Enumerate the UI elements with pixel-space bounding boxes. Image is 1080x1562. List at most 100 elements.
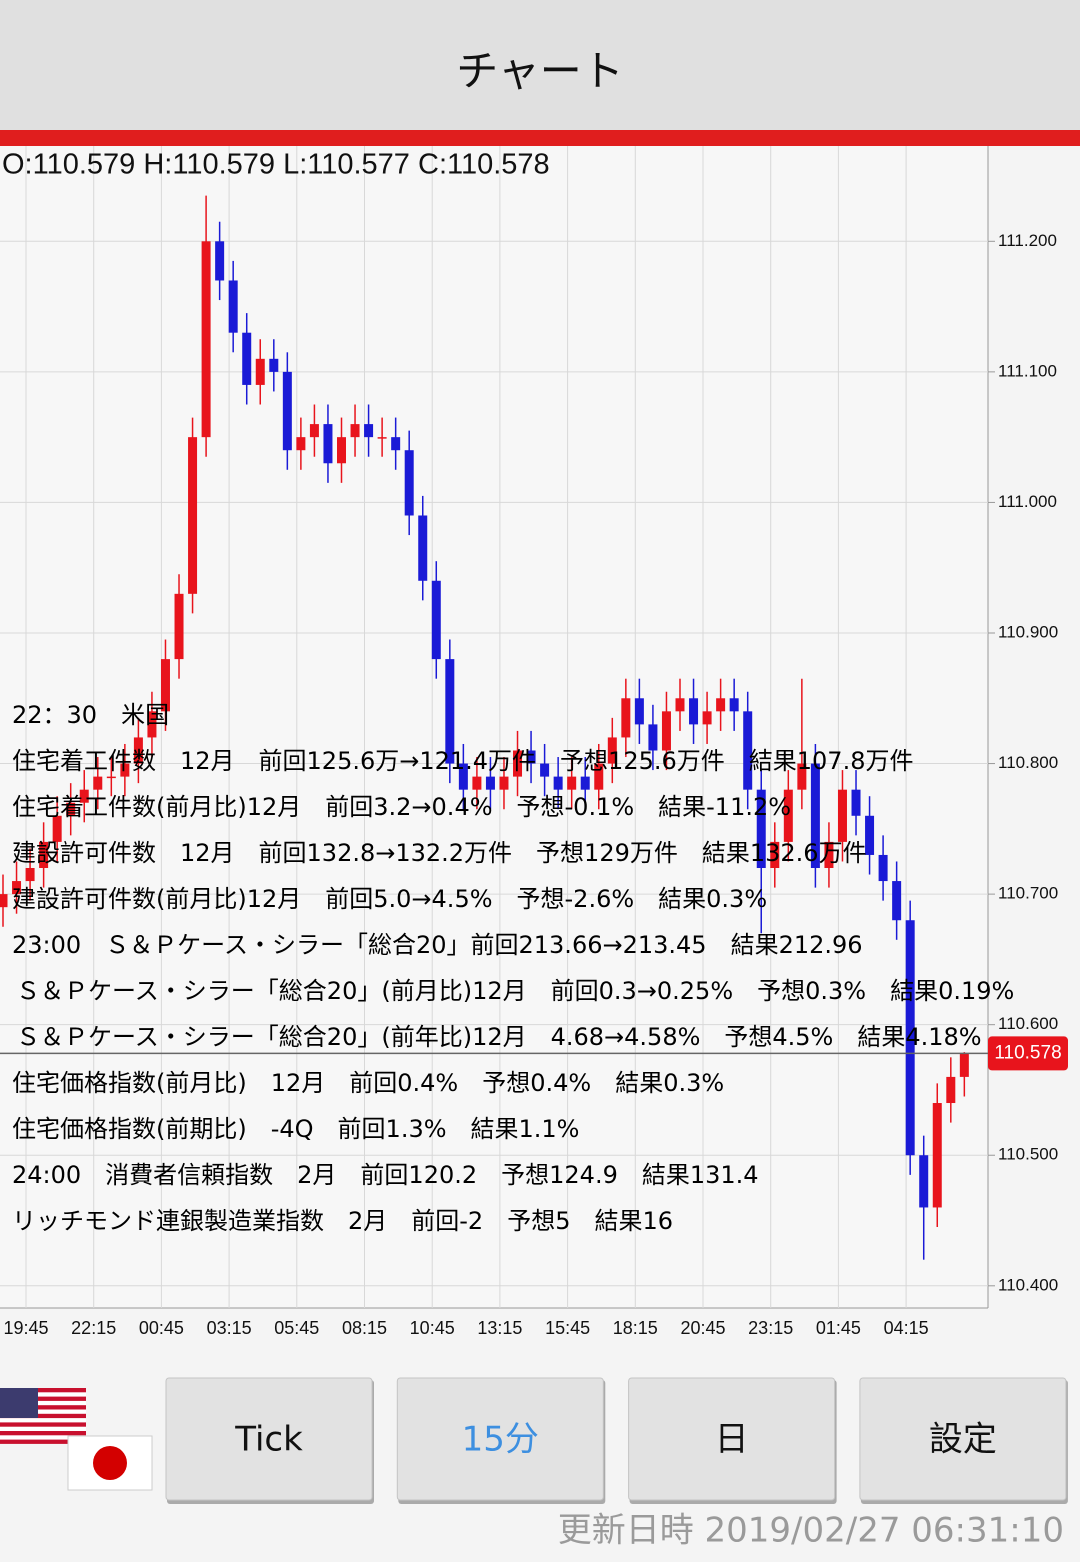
- candle-body: [391, 437, 401, 451]
- candle-body: [147, 711, 157, 738]
- candle-body: [797, 763, 807, 790]
- ohlc-text: O:110.579 H:110.579 L:110.577 C:110.578: [2, 149, 550, 181]
- candle-body: [702, 711, 712, 725]
- candle-body: [160, 659, 170, 712]
- button-label[interactable]: 日: [715, 1420, 749, 1460]
- candle-body: [201, 241, 211, 438]
- news-line: 建設許可件数(前月比)12月 前回5.0→4.5% 予想-2.6% 結果0.3%: [12, 885, 767, 913]
- candle-body: [0, 894, 8, 908]
- news-line: 24:00 消費者信頼指数 2月 前回120.2 予想124.9 結果131.4: [12, 1161, 759, 1189]
- candle-body: [661, 711, 671, 751]
- candle-body: [269, 358, 279, 372]
- header-title: チャート: [456, 47, 624, 96]
- candle-body: [282, 371, 292, 451]
- y-tick-label: 111.000: [998, 492, 1057, 511]
- button-label[interactable]: Tick: [234, 1420, 303, 1460]
- candle-body: [228, 280, 238, 333]
- candle-body: [810, 763, 820, 869]
- us-flag: [0, 1388, 86, 1444]
- candle-body: [905, 920, 915, 1156]
- candle-body: [729, 698, 739, 712]
- news-line: 23:00 Ｓ＆Ｐケース・シラー「総合20」前回213.66→213.45 結果…: [12, 931, 863, 959]
- candle-body: [296, 437, 306, 451]
- x-tick-label: 08:15: [342, 1318, 387, 1338]
- candle-body: [553, 776, 563, 790]
- candle-body: [634, 698, 644, 725]
- candle-body: [66, 802, 76, 816]
- x-tick-label: 20:45: [680, 1318, 725, 1338]
- candle-body: [485, 776, 495, 790]
- candle-body: [716, 698, 726, 712]
- x-tick-label: 19:45: [3, 1318, 48, 1338]
- candle-body: [932, 1103, 942, 1208]
- x-tick-label: 01:45: [816, 1318, 861, 1338]
- candle-body: [607, 737, 617, 764]
- candle-body: [418, 515, 428, 581]
- updated-time: 更新日時 2019/02/27 06:31:10: [558, 1511, 1064, 1551]
- candle-body: [255, 358, 265, 385]
- candle-body: [675, 698, 685, 712]
- candle-body: [567, 776, 577, 790]
- x-tick-label: 10:45: [410, 1318, 455, 1338]
- candle-body: [106, 776, 116, 779]
- x-tick-label: 23:15: [748, 1318, 793, 1338]
- candle-body: [174, 593, 184, 660]
- button-label[interactable]: 15分: [462, 1420, 539, 1460]
- tab-button[interactable]: Tick: [165, 1377, 374, 1504]
- button-face[interactable]: [859, 1377, 1067, 1501]
- candle-body: [513, 750, 523, 777]
- candle-body: [350, 424, 360, 438]
- candle-body: [959, 1053, 969, 1077]
- button-face[interactable]: [628, 1377, 836, 1501]
- last-price-label: 110.578: [994, 1042, 1061, 1063]
- candle-body: [594, 763, 604, 790]
- y-tick-label: 110.900: [998, 622, 1058, 641]
- button-label[interactable]: 設定: [929, 1420, 997, 1460]
- button-face[interactable]: [396, 1377, 604, 1501]
- x-tick-label: 15:45: [545, 1318, 590, 1338]
- jp-flag: [67, 1435, 153, 1491]
- x-tick-label: 05:45: [274, 1318, 319, 1338]
- candle-body: [756, 789, 766, 869]
- chart-area: [0, 146, 988, 1308]
- y-tick-label: 110.500: [998, 1145, 1058, 1164]
- grid: 110.400 110.500 110.600 110.700 110.800 110.9…: [0, 146, 1058, 1338]
- candle-body: [404, 450, 414, 516]
- candle-body: [458, 763, 468, 790]
- candle-body: [133, 737, 143, 764]
- last-price-tag: [988, 1036, 1068, 1071]
- candle-body: [919, 1155, 929, 1208]
- candle-body: [309, 424, 319, 438]
- x-tick-label: 18:15: [613, 1318, 658, 1338]
- candles: 110.578: [0, 195, 1068, 1260]
- news-line: 住宅着工件数 12月 前回125.6万→121.4万件 予想125.6万件 結果…: [12, 747, 913, 775]
- news-line: 住宅着工件数(前月比)12月 前回3.2→0.4% 予想-0.1% 結果-11.…: [12, 793, 791, 821]
- x-tick-label: 04:15: [884, 1318, 929, 1338]
- candle-body: [12, 881, 22, 895]
- tab-button[interactable]: 15分: [396, 1377, 606, 1504]
- candle-body: [242, 332, 252, 385]
- y-tick-label: 110.600: [998, 1014, 1058, 1033]
- news-line: 建設許可件数 12月 前回132.8→132.2万件 予想129万件 結果132…: [12, 839, 867, 867]
- candle-body: [689, 698, 699, 725]
- candle-body: [851, 789, 861, 816]
- candle-body: [892, 881, 902, 921]
- news-line: 住宅価格指数(前期比) -4Q 前回1.3% 結果1.1%: [12, 1115, 580, 1143]
- candle-body: [52, 815, 62, 842]
- candle-body: [770, 841, 780, 869]
- candle-body: [837, 789, 847, 842]
- candle-body: [445, 659, 455, 764]
- candle-body: [323, 424, 333, 464]
- tab-button[interactable]: 設定: [859, 1377, 1068, 1504]
- news-line: 住宅価格指数(前月比) 12月 前回0.4% 予想0.4% 結果0.3%: [12, 1069, 724, 1097]
- header-accent: [0, 130, 1080, 146]
- candle-body: [377, 437, 387, 439]
- button-face[interactable]: [165, 1377, 373, 1501]
- candle-body: [621, 698, 631, 738]
- y-tick-label: 110.400: [998, 1275, 1058, 1294]
- y-tick-label: 111.200: [998, 231, 1057, 250]
- tab-button[interactable]: 日: [628, 1377, 837, 1504]
- news-line: 22：30 米国: [12, 701, 169, 729]
